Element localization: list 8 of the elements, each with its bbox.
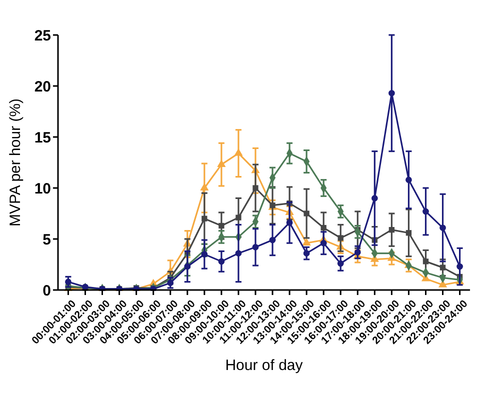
x-axis-title: Hour of day (225, 357, 304, 374)
y-tick-label: 0 (42, 282, 51, 300)
y-tick-label: 20 (34, 78, 51, 96)
y-axis-title: MVPA per hour (%) (7, 98, 24, 227)
y-tick-label: 10 (34, 180, 51, 198)
y-tick-label: 25 (34, 27, 51, 44)
y-tick-label: 5 (42, 231, 51, 248)
y-tick-label: 15 (34, 129, 51, 146)
